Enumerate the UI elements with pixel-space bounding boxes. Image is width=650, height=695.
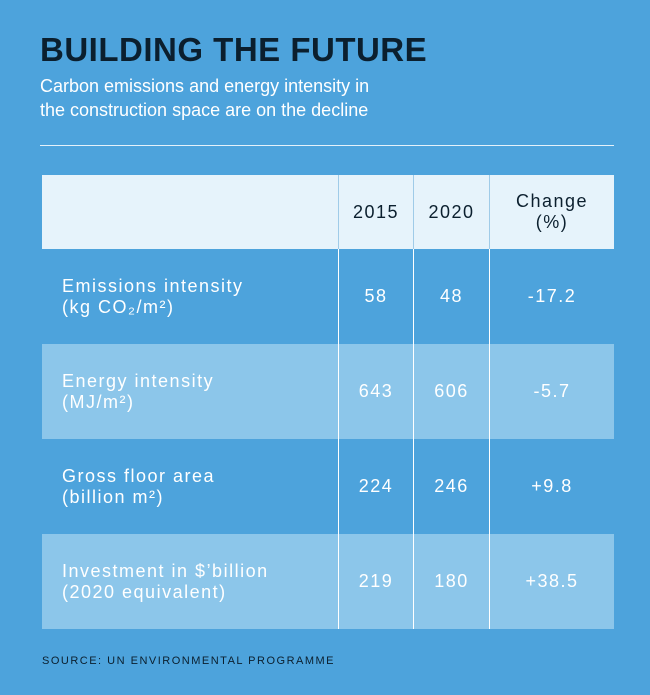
value-change: -5.7 — [489, 344, 614, 439]
value-2020: 48 — [413, 249, 489, 344]
row-label: Gross floor area (billion m²) — [42, 439, 338, 534]
header-change-label: Change — [515, 191, 589, 211]
value-2015: 224 — [338, 439, 413, 534]
header-empty-cell — [42, 175, 338, 249]
value-2020: 180 — [413, 534, 489, 629]
table-row: Investment in $’billion (2020 equivalent… — [42, 534, 614, 629]
source-note: SOURCE: UN ENVIRONMENTAL PROGRAMME — [42, 655, 336, 667]
value-2015: 58 — [338, 249, 413, 344]
header-change: Change (%) — [489, 175, 614, 249]
table-row: Gross floor area (billion m²) 224 246 +9… — [42, 439, 614, 534]
row-label-line: Investment in $’billion — [62, 560, 269, 581]
subtitle-line: Carbon emissions and energy intensity in — [40, 76, 370, 96]
header-2020: 2020 — [413, 175, 489, 249]
header-2015: 2015 — [338, 175, 413, 249]
subtitle-line: the construction space are on the declin… — [40, 100, 369, 120]
value-2020: 606 — [413, 344, 489, 439]
divider — [40, 145, 614, 146]
header-change-unit: (%) — [535, 212, 569, 232]
table-row: Energy intensity (MJ/m²) 643 606 -5.7 — [42, 344, 614, 439]
row-label-line: Gross floor area — [62, 465, 216, 486]
row-label-unit: (billion m²) — [62, 486, 165, 507]
value-change: +9.8 — [489, 439, 614, 534]
row-label: Energy intensity (MJ/m²) — [42, 344, 338, 439]
page-title: BUILDING THE FUTURE — [40, 31, 428, 68]
row-label-unit: (MJ/m²) — [62, 391, 135, 412]
row-label: Emissions intensity (kg CO₂/m²) — [42, 249, 338, 344]
table-header-row: 2015 2020 Change (%) — [42, 175, 614, 249]
row-label-unit: (kg CO₂/m²) — [62, 296, 175, 317]
row-label-unit: (2020 equivalent) — [62, 581, 227, 602]
value-2015: 219 — [338, 534, 413, 629]
row-label-line: Energy intensity — [62, 370, 215, 391]
value-change: -17.2 — [489, 249, 614, 344]
data-table: 2015 2020 Change (%) Emissions intensity… — [42, 175, 614, 629]
row-label: Investment in $’billion (2020 equivalent… — [42, 534, 338, 629]
row-label-line: Emissions intensity — [62, 275, 244, 296]
subtitle: Carbon emissions and energy intensity in… — [40, 74, 600, 122]
value-2020: 246 — [413, 439, 489, 534]
value-2015: 643 — [338, 344, 413, 439]
table-row: Emissions intensity (kg CO₂/m²) 58 48 -1… — [42, 249, 614, 344]
value-change: +38.5 — [489, 534, 614, 629]
